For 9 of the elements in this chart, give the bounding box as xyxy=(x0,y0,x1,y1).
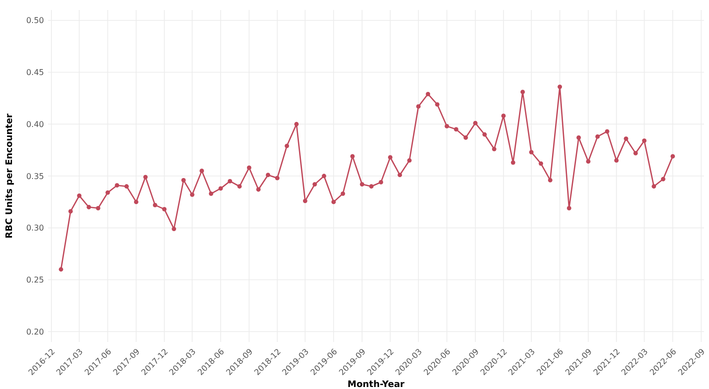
y-tick-label: 0.45 xyxy=(26,68,44,78)
y-tick-label: 0.50 xyxy=(26,16,44,26)
y-tick-label: 0.35 xyxy=(26,172,44,181)
y-tick-label: 0.25 xyxy=(26,276,44,285)
y-tick-label: 0.40 xyxy=(26,120,44,129)
y-axis-title: RBC Units per Encounter xyxy=(5,112,15,238)
y-tick-label: 0.30 xyxy=(26,224,44,233)
x-axis-title: Month-Year xyxy=(348,380,406,389)
y-tick-label: 0.20 xyxy=(26,327,44,336)
